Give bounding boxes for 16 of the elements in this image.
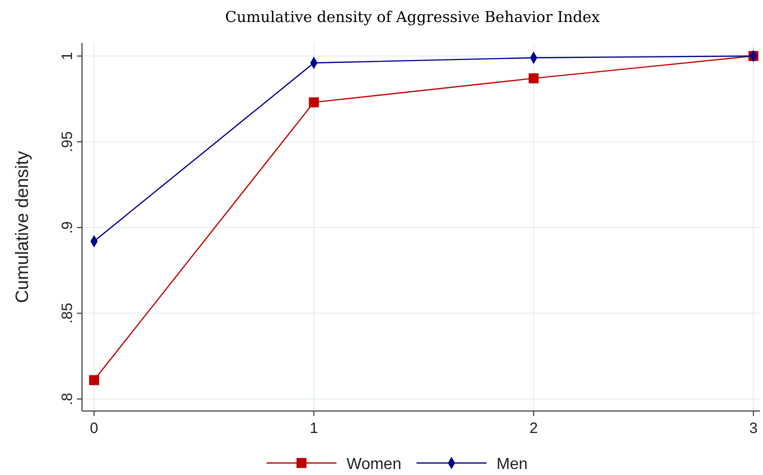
y-tick-label: .9 xyxy=(59,221,76,234)
y-tick-label: .95 xyxy=(59,131,76,152)
x-tick-label: 1 xyxy=(310,420,318,437)
legend-label: Men xyxy=(496,456,528,473)
legend-label: Women xyxy=(346,456,402,473)
point xyxy=(308,97,319,108)
point xyxy=(528,73,539,84)
point xyxy=(89,375,100,386)
x-tick-label: 0 xyxy=(90,420,98,437)
y-axis-title: Cumulative density xyxy=(12,150,32,304)
chart-title: Cumulative density of Aggressive Behavior Index xyxy=(225,8,600,26)
x-tick-label: 3 xyxy=(749,420,758,437)
x-tick-label: 2 xyxy=(529,420,538,437)
y-tick-label: .85 xyxy=(59,302,76,324)
y-tick-label: 1 xyxy=(59,52,76,60)
y-tick-label: .8 xyxy=(59,392,76,406)
